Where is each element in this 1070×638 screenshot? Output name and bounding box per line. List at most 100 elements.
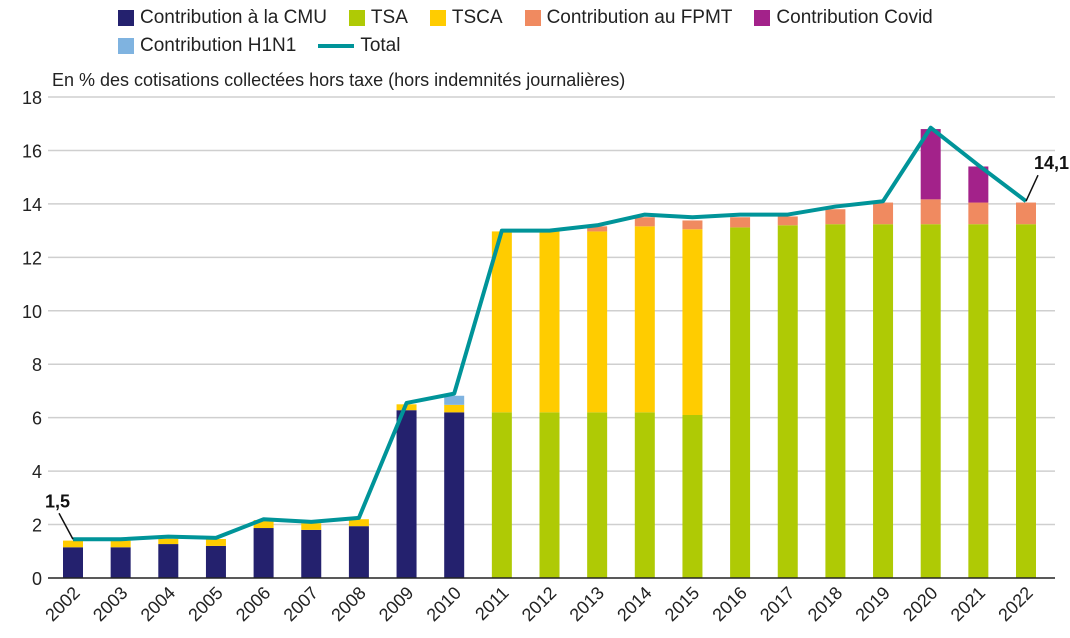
bar-segment — [491, 412, 512, 578]
y-tick-label: 18 — [22, 88, 42, 108]
bar-segment — [63, 540, 83, 548]
x-tick-label: 2017 — [756, 583, 798, 625]
bar-segment — [634, 226, 655, 413]
legend-item: TSA — [348, 7, 408, 29]
legend-label: TSA — [370, 7, 408, 28]
y-tick-label: 14 — [22, 195, 42, 215]
bar-segment — [444, 395, 465, 405]
bar-segment — [253, 528, 274, 578]
data-label: 14,1 — [1034, 153, 1069, 173]
x-tick-label: 2013 — [566, 583, 608, 625]
x-tick-label: 2008 — [327, 583, 369, 625]
legend-swatch — [429, 10, 446, 26]
x-tick-label: 2021 — [947, 583, 989, 625]
y-tick-label: 0 — [32, 569, 42, 589]
bar-segment — [301, 523, 322, 530]
legend-label: Contribution Covid — [776, 7, 933, 28]
x-tick-label: 2022 — [994, 583, 1036, 625]
bar-segment — [825, 224, 846, 578]
x-tick-label: 2006 — [232, 583, 274, 625]
bar-segment — [539, 231, 560, 413]
bar-segment — [1016, 202, 1036, 225]
x-tick-label: 2016 — [708, 583, 750, 625]
legend-swatch — [348, 10, 365, 26]
legend-swatch — [524, 10, 541, 26]
legend-item: Contribution Covid — [754, 7, 933, 29]
data-label: 1,5 — [45, 491, 70, 511]
y-tick-label: 4 — [32, 462, 42, 482]
bar-segment — [825, 209, 846, 225]
y-tick-label: 16 — [22, 141, 42, 161]
y-tick-label: 2 — [32, 516, 42, 536]
x-tick-label: 2018 — [804, 583, 846, 625]
x-tick-label: 2009 — [375, 583, 417, 625]
legend-label: Contribution H1N1 — [140, 35, 297, 56]
bar-segment — [444, 412, 465, 578]
bar-segment — [348, 519, 369, 527]
bar-segment — [63, 547, 83, 578]
bar-segment — [920, 199, 941, 225]
annotation-leader — [58, 512, 74, 540]
bar-segment — [873, 202, 894, 225]
bar-segment — [968, 166, 989, 203]
x-tick-label: 2019 — [851, 583, 893, 625]
bar-segment — [968, 202, 989, 225]
bar-segment — [539, 412, 560, 578]
x-tick-label: 2011 — [471, 583, 513, 625]
legend-label: Contribution au FPMT — [546, 7, 733, 28]
bar-segment — [110, 540, 131, 548]
y-tick-label: 12 — [22, 248, 42, 268]
bar-segment — [587, 226, 608, 232]
x-tick-label: 2005 — [184, 583, 226, 625]
bar-segment — [444, 404, 465, 413]
bar-segment — [682, 220, 703, 230]
x-tick-label: 2004 — [137, 583, 179, 625]
legend-swatch — [118, 10, 134, 26]
x-tick-label: 2020 — [899, 583, 941, 625]
bar-segment — [873, 224, 894, 578]
bar-segment — [730, 227, 751, 578]
bar-segment — [777, 216, 798, 226]
legend-label: TSCA — [451, 7, 503, 28]
legend-item: Total — [318, 35, 400, 57]
bar-segment — [634, 217, 655, 227]
bar-segment — [396, 410, 417, 578]
legend: Contribution à la CMU TSA TSCA Contribution… — [118, 4, 1018, 60]
bar-segment — [491, 231, 512, 413]
bar-segment — [634, 412, 655, 578]
bar-segment — [158, 538, 179, 545]
annotation-leader — [1025, 174, 1039, 202]
bar-segment — [110, 547, 131, 578]
y-tick-label: 6 — [32, 409, 42, 429]
bar-segment — [730, 217, 751, 228]
legend-item: TSCA — [429, 7, 503, 29]
bar-segment — [587, 412, 608, 578]
chart-subtitle: En % des cotisations collectées hors tax… — [52, 70, 626, 90]
bar-segment — [301, 529, 322, 578]
bar-segment — [920, 224, 941, 578]
bar-segment — [1016, 224, 1036, 578]
legend-label: Contribution à la CMU — [140, 7, 327, 28]
bar-segment — [587, 231, 608, 413]
bar-segment — [777, 225, 798, 578]
x-tick-label: 2014 — [613, 583, 655, 625]
legend-swatch — [318, 44, 355, 48]
x-tick-label: 2012 — [518, 583, 560, 625]
x-tick-label: 2007 — [280, 583, 322, 625]
legend-item: Contribution à la CMU — [118, 7, 327, 29]
y-tick-label: 8 — [32, 355, 42, 375]
bar-segment — [205, 538, 226, 546]
legend-swatch — [118, 38, 134, 54]
bar-segment — [253, 520, 274, 529]
bar-segment — [968, 224, 989, 578]
legend-label: Total — [360, 35, 401, 56]
legend-item: Contribution au FPMT — [524, 7, 733, 29]
y-tick-label: 10 — [22, 302, 42, 322]
bar-segment — [205, 545, 226, 578]
bar-segment — [682, 229, 703, 415]
x-tick-label: 2003 — [89, 583, 131, 625]
bar-segment — [682, 414, 703, 578]
legend-item: Contribution H1N1 — [118, 35, 296, 57]
